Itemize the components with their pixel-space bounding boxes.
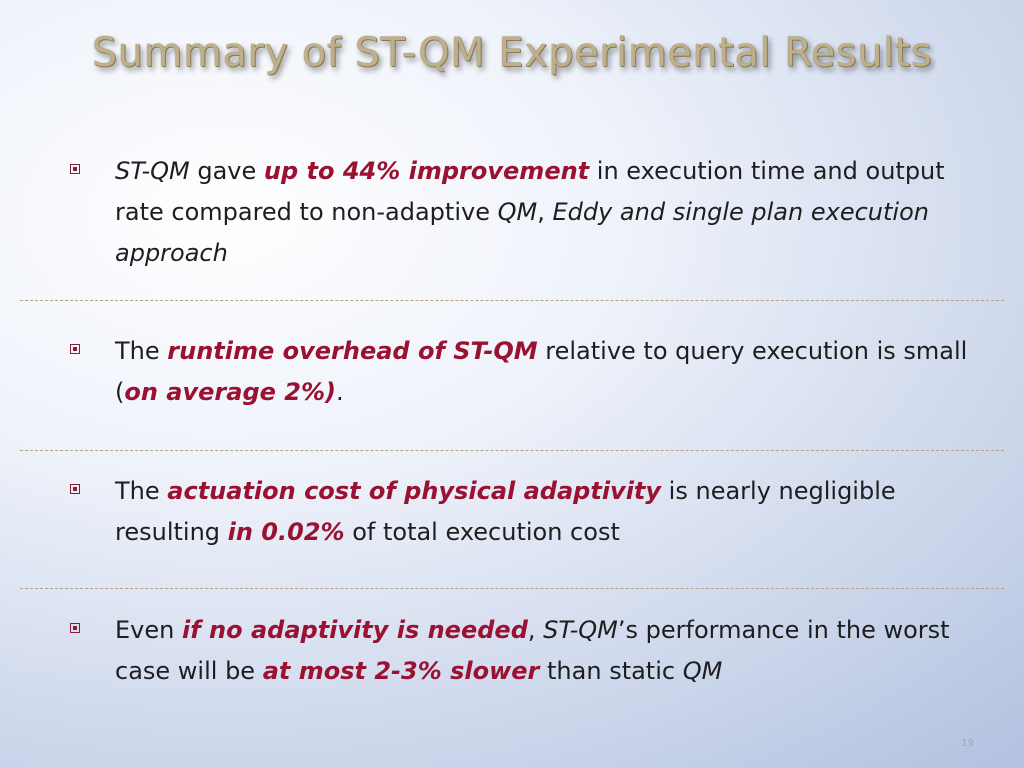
text-run: than static	[539, 657, 683, 685]
divider	[20, 450, 1004, 451]
text-run: The	[115, 337, 168, 365]
slide-title: Summary of ST-QM Experimental Results	[91, 30, 933, 76]
square-bullet-icon	[70, 623, 80, 633]
highlight-run: runtime overhead of ST-QM	[167, 337, 538, 365]
text-run: ST-QM	[543, 616, 618, 644]
text-run: ST-QM	[115, 157, 190, 185]
text-run: QM	[682, 657, 723, 685]
text-run: .	[335, 378, 344, 406]
square-bullet-icon	[70, 164, 80, 174]
bullet-item: Even if no adaptivity is needed, ST-QM’s…	[70, 610, 975, 692]
highlight-run: at most 2-3% slower	[262, 657, 540, 685]
text-run: is nearly negligible resulting	[115, 477, 896, 546]
highlight-run: up to 44% improvement	[263, 157, 590, 185]
bullet-text: The actuation cost of physical adaptivit…	[115, 471, 975, 553]
highlight-run: if no adaptivity is needed	[181, 616, 528, 644]
text-run: gave	[189, 157, 264, 185]
text-run: ’s performance in the worst case will be	[115, 616, 950, 685]
text-run: ,	[527, 616, 544, 644]
bullet-item: The actuation cost of physical adaptivit…	[70, 471, 975, 553]
square-bullet-icon	[70, 484, 80, 494]
bullet-text: Even if no adaptivity is needed, ST-QM’s…	[115, 610, 975, 692]
text-run: ,	[537, 198, 553, 226]
divider	[20, 588, 1004, 589]
square-bullet-icon	[70, 344, 80, 354]
text-run: in execution time and output rate compar…	[115, 157, 945, 226]
highlight-run: actuation cost of physical adaptivity	[167, 477, 662, 505]
bullet-item: The runtime overhead of ST-QM relative t…	[70, 331, 975, 413]
highlight-run: on average 2%)	[124, 378, 336, 406]
text-run: Even	[115, 616, 182, 644]
divider	[20, 300, 1004, 301]
page-number: 19	[961, 738, 974, 749]
text-run: relative to query execution is small (	[115, 337, 968, 406]
text-run: The	[115, 477, 168, 505]
bullet-item: ST-QM gave up to 44% improvement in exec…	[70, 151, 975, 274]
text-run: Eddy and single plan execution approach	[115, 198, 929, 267]
text-run: of total execution cost	[344, 518, 620, 546]
bullet-text: ST-QM gave up to 44% improvement in exec…	[115, 151, 975, 274]
text-run: QM	[497, 198, 538, 226]
bullet-text: The runtime overhead of ST-QM relative t…	[115, 331, 975, 413]
highlight-run: in 0.02%	[227, 518, 345, 546]
